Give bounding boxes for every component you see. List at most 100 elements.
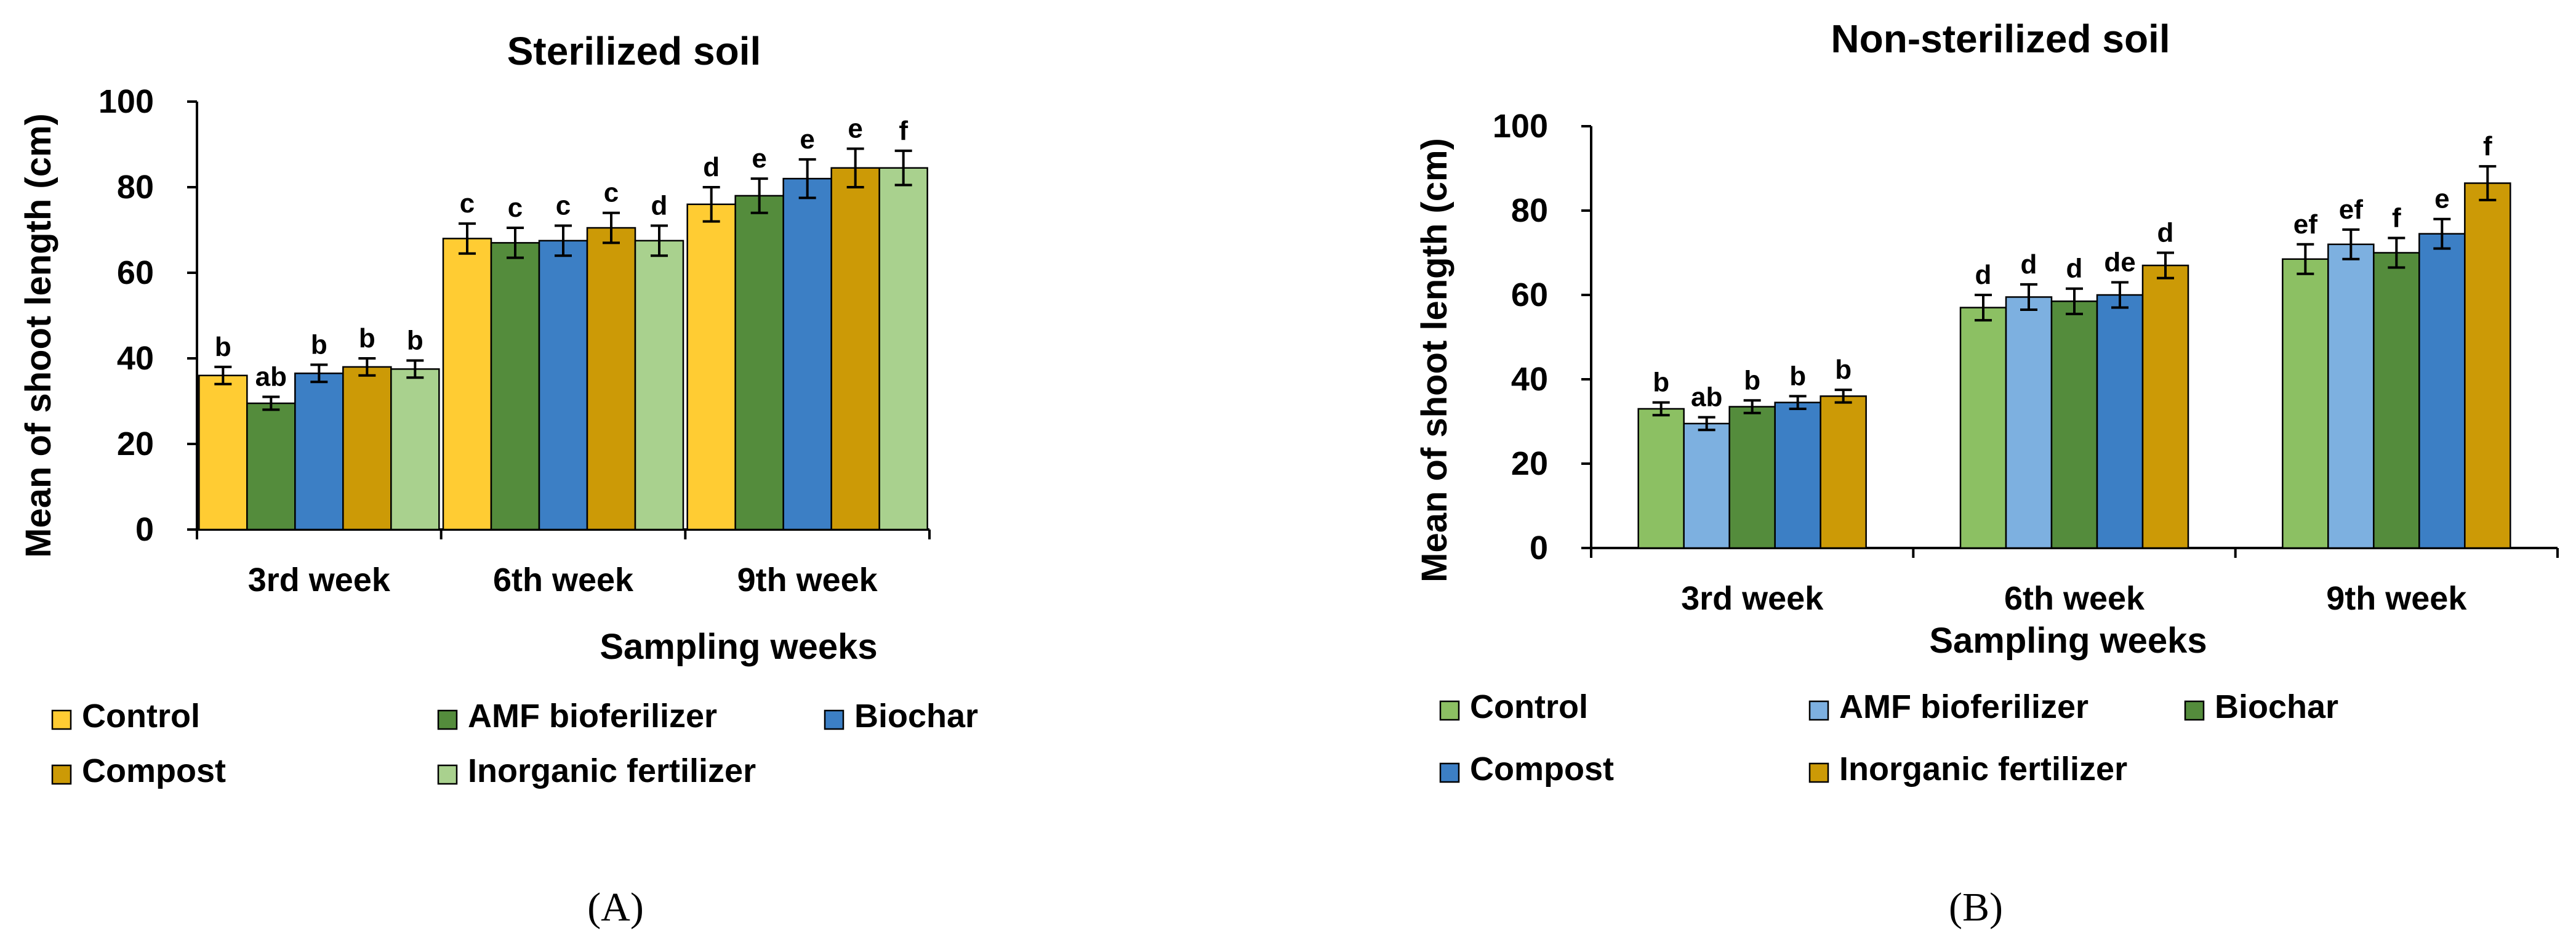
chart-b-legend-swatch [1808, 762, 1829, 783]
chart-b-bar [2327, 243, 2375, 549]
chart-a-significance-label: c [604, 178, 619, 208]
chart-a-legend-swatch [437, 709, 458, 730]
chart-b-legend: Control AMF bioferilizer Biochar Compost Ino… [1439, 688, 2338, 788]
chart-b-legend-label: AMF bioferilizer [1839, 688, 2088, 725]
chart-b-bar [1683, 422, 1730, 549]
chart-a-ylabel: Mean of shoot length (cm) [18, 113, 58, 558]
chart-b-significance-label: b [1653, 368, 1669, 398]
chart-b-significance-label: ef [2339, 195, 2363, 225]
chart-a-bar [294, 373, 344, 531]
chart-b-bar [2096, 294, 2144, 549]
chart-a-title: Sterilized soil [507, 29, 761, 73]
chart-a-bar [198, 374, 248, 531]
chart-a-bar [246, 402, 296, 531]
chart-a-legend-swatch [51, 764, 72, 785]
chart-b-significance-label: b [1744, 365, 1760, 395]
chart-b-ytick-label: 40 [1511, 361, 1548, 398]
chart-a-legend-label: AMF bioferilizer [468, 698, 717, 735]
chart-a-significance-label: b [215, 332, 231, 362]
chart-b-title: Non-sterilized soil [1831, 17, 2170, 61]
chart-b-ytick-label: 0 [1530, 530, 1548, 566]
chart-b-bar [2464, 182, 2511, 549]
chart-b-ytick-label: 100 [1493, 108, 1548, 145]
chart-b-bar [2050, 300, 2098, 549]
chart-b-legend-swatch [1439, 762, 1460, 783]
chart-a-ytick-label: 20 [117, 425, 154, 462]
chart-b-legend-label: Biochar [2215, 688, 2338, 725]
chart-b-legend-swatch [1808, 700, 1829, 721]
chart-b-legend-label: Control [1470, 688, 1588, 725]
chart-a-category-label: 6th week [493, 562, 634, 598]
chart-a-legend-label: Inorganic fertilizer [468, 752, 756, 789]
chart-a-legend: Control AMF bioferilizer Biochar Compost Ino… [51, 698, 978, 789]
chart-a-bar [634, 240, 684, 531]
chart-a-legend-label: Control [82, 698, 200, 735]
chart-a-legend-swatch [51, 709, 72, 730]
chart-b-bar [2418, 233, 2466, 549]
chart-a-legend-label: Biochar [854, 698, 978, 735]
chart-b-panel-label: (B) [1949, 885, 2003, 930]
chart-a-legend-label: Compost [82, 752, 226, 789]
chart-b-bar [1774, 401, 1821, 549]
chart-a-bar [586, 227, 636, 531]
chart-a-ytick-label: 100 [98, 83, 154, 120]
chart-b-significance-label: b [1835, 355, 1852, 385]
chart-b-bar [1959, 307, 2007, 549]
chart-b-bar [2005, 296, 2053, 549]
chart-a-significance-label: e [752, 143, 766, 174]
chart-b-significance-label: de [2104, 247, 2135, 277]
chart-a-bar [490, 242, 540, 531]
chart-b-ytick-label: 20 [1511, 445, 1548, 482]
chart-b-bar [1820, 395, 1867, 549]
chart-a-significance-label: e [848, 113, 862, 143]
chart-a-category-label: 3rd week [248, 562, 391, 598]
chart-b-ylabel: Mean of shoot length (cm) [1414, 138, 1455, 582]
chart-b-significance-label: ab [1691, 382, 1722, 413]
chart-b-ytick-label: 60 [1511, 276, 1548, 313]
chart-a-significance-label: c [460, 188, 475, 219]
chart-b-significance-label: f [2483, 131, 2492, 161]
chart-a-bar [830, 167, 880, 531]
chart-a-bar [390, 368, 440, 531]
chart-a-legend-swatch [824, 709, 845, 730]
chart-a-panel-label: (A) [587, 885, 644, 930]
chart-b-legend-swatch [2184, 700, 2205, 721]
chart-a-ytick-label: 60 [117, 254, 154, 291]
chart-b-bar [2282, 258, 2329, 549]
chart-b-significance-label: f [2392, 203, 2401, 233]
chart-a-significance-label: f [899, 116, 908, 146]
chart-a-significance-label: b [359, 323, 375, 353]
chart-b-significance-label: d [2066, 254, 2083, 284]
chart-a-ytick-label: 40 [117, 340, 154, 377]
chart-a-significance-label: ab [255, 362, 287, 392]
chart-a-bar [442, 238, 492, 531]
chart-b-ytick-label: 80 [1511, 192, 1548, 229]
chart-a-significance-label: c [508, 193, 523, 223]
chart-a-bar [686, 203, 736, 531]
chart-a-significance-label: d [651, 191, 668, 221]
chart-a-category-label: 9th week [737, 562, 878, 598]
chart-b-legend-swatch [1439, 700, 1460, 721]
chart-a-ytick-label: 80 [117, 169, 154, 206]
chart-a-bar [342, 366, 392, 531]
chart-a-ytick-label: 0 [135, 511, 154, 548]
chart-b-category-label: 9th week [2326, 580, 2467, 617]
chart-a-xlabel: Sampling weeks [600, 627, 877, 667]
chart-b-legend-label: Inorganic fertilizer [1839, 751, 2127, 788]
chart-b-bar [2141, 264, 2189, 549]
chart-a-significance-label: b [311, 329, 327, 360]
chart-b-significance-label: d [1975, 260, 1992, 290]
chart-a-bar [782, 177, 832, 531]
chart-a-bar [878, 167, 928, 531]
chart-b-bar [1637, 408, 1685, 549]
chart-b-category-label: 3rd week [1681, 580, 1824, 617]
chart-b-legend-label: Compost [1470, 751, 1614, 788]
chart-b-significance-label: b [1789, 361, 1806, 391]
chart-b-bar [2373, 252, 2420, 549]
chart-a-bar [538, 240, 588, 531]
chart-b-significance-label: d [2021, 249, 2037, 280]
